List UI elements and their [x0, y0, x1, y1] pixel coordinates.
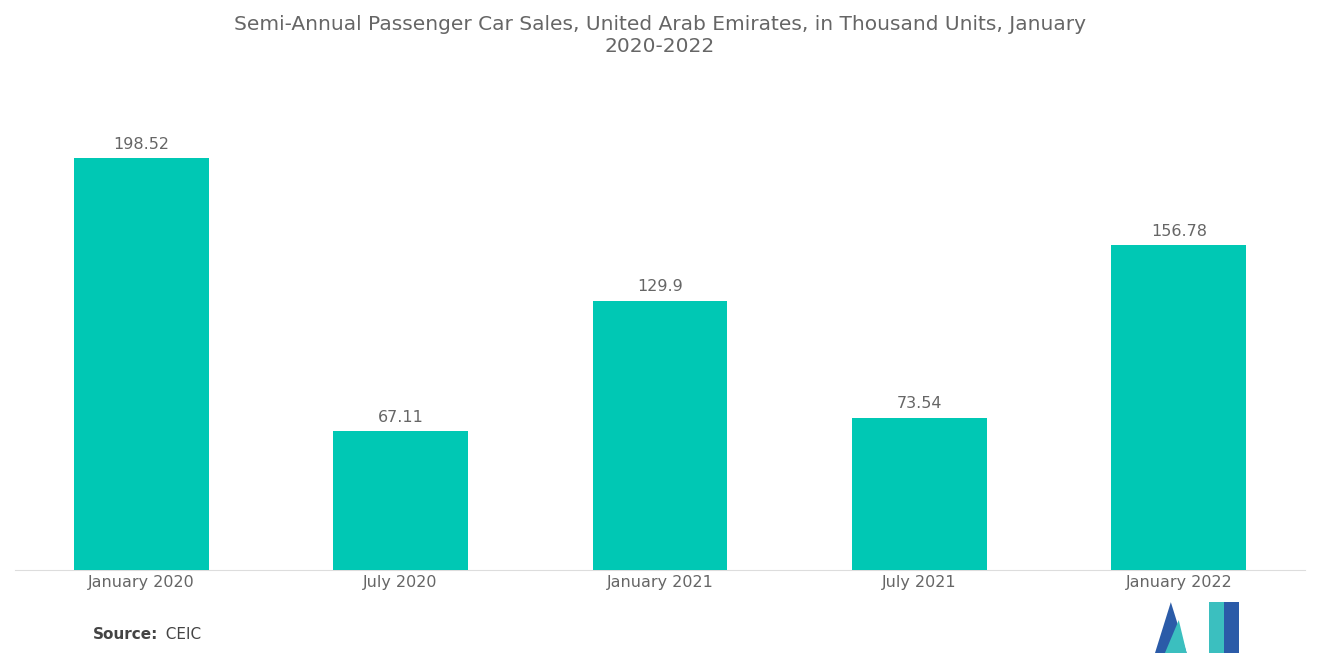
Text: 67.11: 67.11	[378, 410, 424, 425]
Bar	[74, 158, 209, 571]
Text: 198.52: 198.52	[114, 137, 169, 152]
Text: CEIC: CEIC	[156, 626, 201, 642]
Polygon shape	[1209, 602, 1239, 653]
Text: 73.54: 73.54	[896, 396, 942, 412]
Bar	[333, 431, 469, 571]
Text: 156.78: 156.78	[1151, 223, 1206, 239]
Bar	[1111, 245, 1246, 571]
Polygon shape	[1209, 602, 1225, 653]
Text: Source:: Source:	[92, 626, 158, 642]
Polygon shape	[1166, 620, 1187, 653]
Polygon shape	[1155, 602, 1187, 653]
Text: 129.9: 129.9	[638, 279, 682, 295]
Bar	[851, 418, 987, 571]
Title: Semi-Annual Passenger Car Sales, United Arab Emirates, in Thousand Units, Januar: Semi-Annual Passenger Car Sales, United …	[234, 15, 1086, 56]
Bar	[593, 301, 727, 571]
